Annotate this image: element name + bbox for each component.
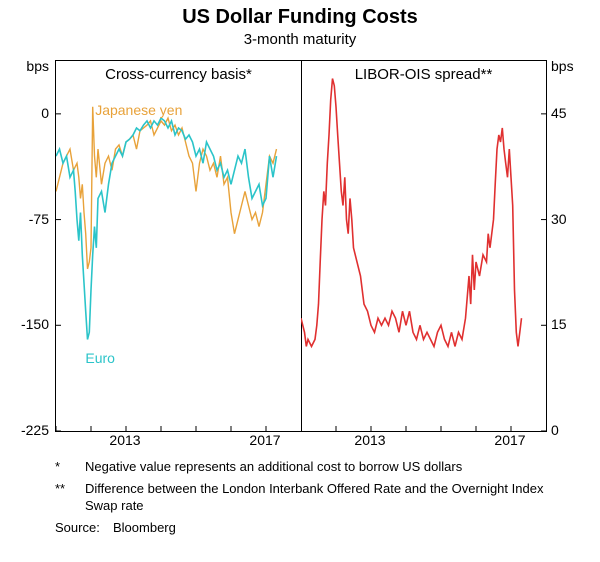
x-tick-label: 2013 bbox=[109, 432, 140, 448]
footnotes: * Negative value represents an additiona… bbox=[55, 458, 555, 540]
footnote-1: * Negative value represents an additiona… bbox=[55, 458, 555, 476]
y-tick-label: 45 bbox=[551, 105, 567, 121]
y-tick-label: 30 bbox=[551, 211, 567, 227]
y-axis-unit: bps bbox=[551, 58, 574, 74]
footnote-2: ** Difference between the London Interba… bbox=[55, 480, 555, 515]
x-tick-label: 2017 bbox=[494, 432, 525, 448]
series-label: Euro bbox=[85, 350, 115, 366]
x-tick-label: 2013 bbox=[354, 432, 385, 448]
y-tick-label: 0 bbox=[41, 105, 49, 121]
plot-area: Cross-currency basis* Japanese yen Euro L… bbox=[55, 60, 547, 432]
y-axis-left: bps0-75-150-225 bbox=[0, 60, 55, 430]
y-axis-unit: bps bbox=[26, 58, 49, 74]
source-row: Source: Bloomberg bbox=[55, 519, 555, 537]
chart-title: US Dollar Funding Costs bbox=[0, 0, 600, 29]
y-tick-label: -75 bbox=[29, 211, 49, 227]
x-tick-label: 2017 bbox=[249, 432, 280, 448]
y-tick-label: -225 bbox=[21, 422, 49, 438]
series-line bbox=[301, 79, 522, 347]
y-tick-label: -150 bbox=[21, 316, 49, 332]
series-label: Japanese yen bbox=[95, 102, 182, 118]
y-axis-right: bps4530150 bbox=[545, 60, 600, 430]
panel-left-title: Cross-currency basis* bbox=[56, 66, 301, 83]
chart-subtitle: 3-month maturity bbox=[0, 31, 600, 48]
series-line bbox=[56, 118, 277, 339]
chart-container: US Dollar Funding Costs 3-month maturity… bbox=[0, 0, 600, 562]
panel-left: Cross-currency basis* Japanese yen Euro bbox=[56, 61, 302, 431]
y-tick-label: 15 bbox=[551, 316, 567, 332]
series-line bbox=[56, 107, 277, 269]
y-tick-label: 0 bbox=[551, 422, 559, 438]
panel-right-svg bbox=[301, 61, 546, 431]
panel-right-title: LIBOR-OIS spread** bbox=[301, 66, 546, 83]
panel-right: LIBOR-OIS spread** bbox=[301, 61, 546, 431]
x-axis-labels: 2013 2017 2013 2017 bbox=[55, 432, 545, 452]
